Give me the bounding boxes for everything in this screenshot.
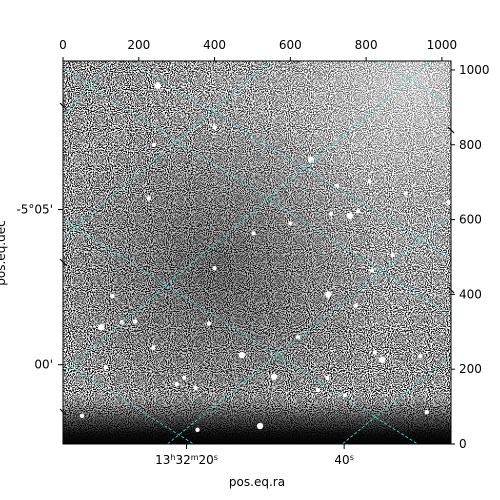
star-source bbox=[212, 266, 217, 271]
pixel-axis-ticks: 0 200 400 600 800 1000 0 200 400 600 800 1000 bbox=[59, 38, 489, 451]
star-source bbox=[446, 200, 451, 205]
right-axis-tick-label: 1000 bbox=[459, 63, 490, 77]
edge-tick bbox=[447, 286, 455, 294]
top-axis-tick-label: 400 bbox=[203, 38, 226, 52]
star-source bbox=[372, 350, 378, 355]
sky-image bbox=[63, 61, 451, 444]
grid-line bbox=[129, 61, 451, 259]
star-source bbox=[212, 125, 217, 130]
star-source bbox=[206, 321, 212, 326]
star-source bbox=[328, 211, 334, 217]
right-axis-tick-label: 0 bbox=[459, 437, 467, 451]
grid-line bbox=[63, 61, 271, 239]
top-axis-tick-label: 800 bbox=[355, 38, 378, 52]
star-source bbox=[193, 385, 198, 391]
star-source bbox=[355, 209, 361, 214]
top-axis-tick-label: 0 bbox=[59, 38, 67, 52]
right-axis-tick-label: 800 bbox=[459, 138, 482, 152]
star-source bbox=[256, 422, 264, 430]
right-axis-tick-label: 600 bbox=[459, 213, 482, 227]
star-source bbox=[367, 179, 372, 184]
grid-line bbox=[379, 61, 451, 106]
grid-line bbox=[166, 214, 451, 444]
star-source bbox=[295, 335, 301, 340]
grid-line bbox=[63, 61, 431, 374]
star-source bbox=[315, 387, 321, 393]
star-source bbox=[424, 410, 429, 415]
star-source bbox=[146, 196, 152, 201]
star-source bbox=[353, 303, 359, 308]
top-axis-tick-label: 200 bbox=[127, 38, 150, 52]
plot-frame bbox=[62, 60, 452, 445]
grid-line bbox=[63, 61, 111, 116]
star-source bbox=[325, 375, 330, 380]
ra-tick-label: 40s bbox=[334, 453, 353, 468]
star-source bbox=[151, 142, 157, 147]
star-source bbox=[132, 319, 138, 324]
x-axis-label: pos.eq.ra bbox=[229, 475, 285, 489]
star-source bbox=[251, 231, 256, 236]
y-axis-label: pos.eq.dec bbox=[0, 220, 8, 285]
ra-tick-label: 13h32m20s bbox=[155, 453, 218, 468]
star-source bbox=[390, 252, 395, 258]
star-source bbox=[288, 221, 293, 226]
star-source bbox=[174, 381, 179, 387]
star-source bbox=[270, 373, 278, 380]
star-source bbox=[98, 324, 105, 331]
grid-line bbox=[63, 219, 419, 444]
star-source bbox=[103, 365, 109, 370]
world-axis-ticks: 13h32m20s 40s -5°05' 00' bbox=[16, 102, 455, 468]
grid-line bbox=[63, 361, 195, 444]
star-source bbox=[325, 291, 332, 298]
star-source bbox=[346, 212, 354, 220]
dec-tick-label: -5°05' bbox=[16, 202, 53, 216]
star-source bbox=[378, 356, 386, 364]
right-axis-tick-label: 200 bbox=[459, 362, 482, 376]
star-source bbox=[154, 82, 161, 89]
star-source bbox=[342, 393, 348, 398]
star-source bbox=[403, 191, 408, 196]
star-source bbox=[369, 268, 375, 273]
star-source bbox=[79, 413, 85, 419]
star-source bbox=[150, 345, 156, 351]
edge-tick bbox=[447, 126, 455, 134]
edge-tick bbox=[59, 102, 67, 110]
grid-line bbox=[63, 67, 451, 316]
top-axis-tick-label: 600 bbox=[279, 38, 302, 52]
right-axis-tick-label: 400 bbox=[459, 287, 482, 301]
star-source bbox=[238, 351, 246, 359]
star-source bbox=[307, 156, 315, 163]
dec-tick-label: 00' bbox=[34, 358, 53, 372]
star-source bbox=[110, 294, 115, 299]
edge-tick bbox=[59, 258, 67, 266]
star-source bbox=[182, 375, 187, 380]
coordinate-grid bbox=[63, 61, 451, 444]
star-source bbox=[195, 427, 200, 432]
star-source bbox=[418, 353, 423, 359]
edge-tick bbox=[59, 408, 67, 416]
top-axis-tick-label: 1000 bbox=[427, 38, 458, 52]
star-sources bbox=[79, 82, 451, 432]
